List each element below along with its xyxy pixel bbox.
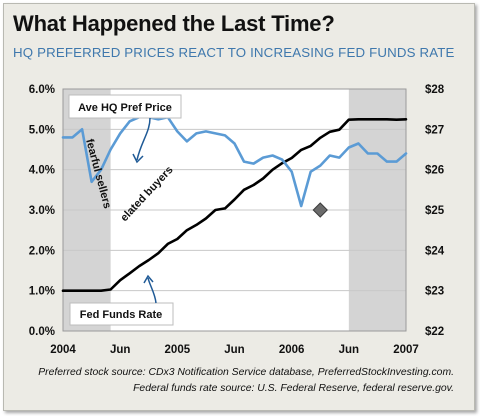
- x-tick-label: Jun: [224, 344, 244, 356]
- x-tick-label: Jun: [110, 344, 130, 356]
- plot-border: [62, 88, 407, 332]
- callout-box-pref-price: [68, 94, 182, 119]
- y-right-tick-label: $28: [425, 84, 445, 96]
- fed-funds-rate-line: [61, 118, 408, 293]
- y-left-tick-label: 1.0%: [29, 286, 55, 298]
- y-right-tick-label: $25: [425, 205, 445, 217]
- callout-label-pref-price: Ave HQ Pref Price: [78, 102, 172, 114]
- y-right-tick-label: $24: [425, 245, 445, 257]
- y-right-tick-label: $26: [425, 165, 444, 177]
- x-tick-label: 2005: [165, 344, 191, 356]
- y-left-tick-label: 0.0%: [29, 326, 55, 338]
- y-right-tick-label: $23: [425, 286, 444, 298]
- x-tick-label: 2004: [50, 344, 76, 356]
- callout-arrow-pref-price: [136, 117, 151, 161]
- x-tick-label: 2007: [393, 344, 419, 356]
- chart-title: What Happened the Last Time?: [13, 11, 335, 36]
- callout-arrow-fed-funds: [147, 277, 157, 304]
- y-right-tick-label: $27: [425, 124, 444, 136]
- source-note-fed-funds: Federal funds rate source: U.S. Federal …: [133, 383, 454, 394]
- y-left-tick-label: 3.0%: [29, 205, 55, 217]
- diamond-marker: [312, 202, 328, 218]
- arrowhead-icon: [132, 153, 144, 164]
- y-left-tick-label: 2.0%: [29, 245, 55, 257]
- arrowhead-icon: [143, 274, 154, 284]
- x-tick-label: 2006: [279, 344, 305, 356]
- y-left-tick-label: 4.0%: [29, 165, 55, 177]
- y-left-tick-label: 5.0%: [29, 124, 55, 136]
- x-tick-label: Jun: [339, 344, 359, 356]
- chart-subtitle: HQ PREFERRED PRICES REACT TO INCREASING …: [13, 45, 455, 60]
- y-right-tick-label: $22: [425, 326, 444, 338]
- y-left-tick-label: 6.0%: [29, 84, 55, 96]
- source-note-preferred: Preferred stock source: CDx3 Notificatio…: [38, 367, 454, 378]
- pref-price-line: [61, 115, 408, 208]
- callout-box-fed-funds: [69, 302, 174, 326]
- callout-label-fed-funds: Fed Funds Rate: [80, 309, 163, 321]
